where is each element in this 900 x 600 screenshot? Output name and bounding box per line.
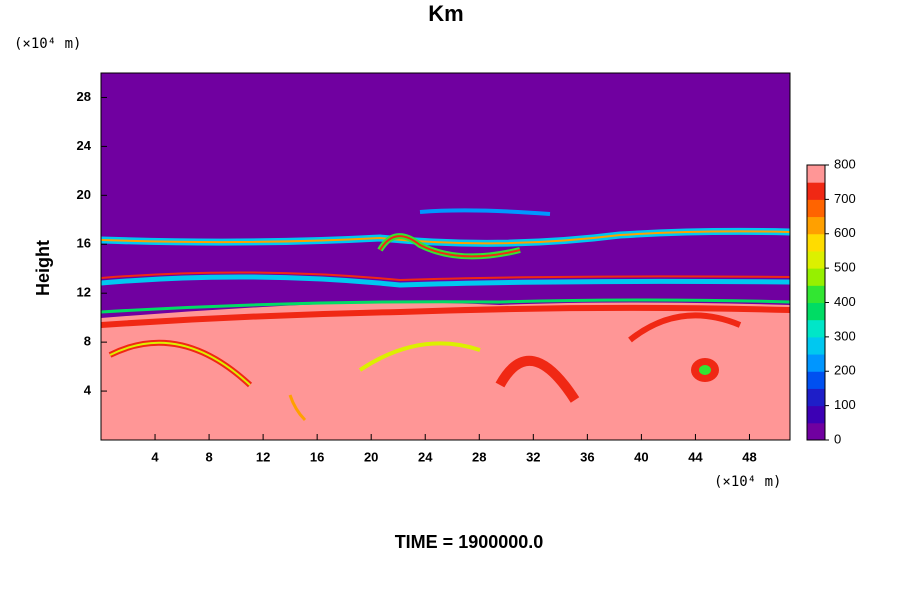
colorbar-segment <box>807 422 825 441</box>
y-tick-label: 28 <box>77 89 91 104</box>
colorbar-tick-label: 600 <box>834 225 856 240</box>
chart-title: Km <box>428 1 463 26</box>
y-tick-label: 8 <box>84 334 91 349</box>
y-tick-label: 24 <box>77 138 92 153</box>
colorbar-segment <box>807 182 825 200</box>
colorbar-tick-label: 200 <box>834 363 856 378</box>
y-tick-label: 4 <box>84 383 92 398</box>
colorbar-segment <box>807 285 825 303</box>
colorbar-segment <box>807 371 825 389</box>
y-tick-label: 12 <box>77 285 91 300</box>
x-tick-label: 40 <box>634 449 648 464</box>
colorbar-tick-label: 800 <box>834 156 856 171</box>
footer: TIME = 1900000.0 <box>395 532 544 552</box>
colorbar-segment <box>807 165 825 183</box>
x-tick-label: 36 <box>580 449 594 464</box>
colorbar-tick-label: 700 <box>834 191 856 206</box>
colorbar-segment <box>807 199 825 218</box>
x-tick-label: 12 <box>256 449 270 464</box>
y-tick-label: 20 <box>77 187 91 202</box>
x-tick-label: 16 <box>310 449 324 464</box>
colorbar-segment <box>807 405 825 424</box>
colorbar-segment <box>807 319 825 338</box>
x-unit: (×10⁴ m) <box>714 474 781 490</box>
colorbar-tick-label: 0 <box>834 431 841 446</box>
colorbar-segment <box>807 302 825 321</box>
colorbar-segment <box>807 233 825 252</box>
x-tick-label: 48 <box>742 449 756 464</box>
colorbar-segment <box>807 250 825 269</box>
x-tick-label: 32 <box>526 449 540 464</box>
x-tick-label: 44 <box>688 449 703 464</box>
y-unit: (×10⁴ m) <box>14 36 81 52</box>
field <box>100 72 791 441</box>
y-tick-label: 16 <box>77 236 91 251</box>
y-axis-label: Height <box>33 240 53 296</box>
x-tick-label: 20 <box>364 449 378 464</box>
colorbar-segment <box>807 388 825 407</box>
colorbar-tick-label: 300 <box>834 328 856 343</box>
colorbar-segment <box>807 216 825 235</box>
x-tick-label: 24 <box>418 449 433 464</box>
x-tick-label: 28 <box>472 449 486 464</box>
colorbar-segment <box>807 354 825 372</box>
x-tick-label: 4 <box>151 449 159 464</box>
colorbar-segment <box>807 336 825 355</box>
colorbar-tick-label: 500 <box>834 260 856 275</box>
colorbar-tick-label: 400 <box>834 294 856 309</box>
x-tick-label: 8 <box>205 449 212 464</box>
colorbar-segment <box>807 268 825 286</box>
colorbar-tick-label: 100 <box>834 397 856 412</box>
